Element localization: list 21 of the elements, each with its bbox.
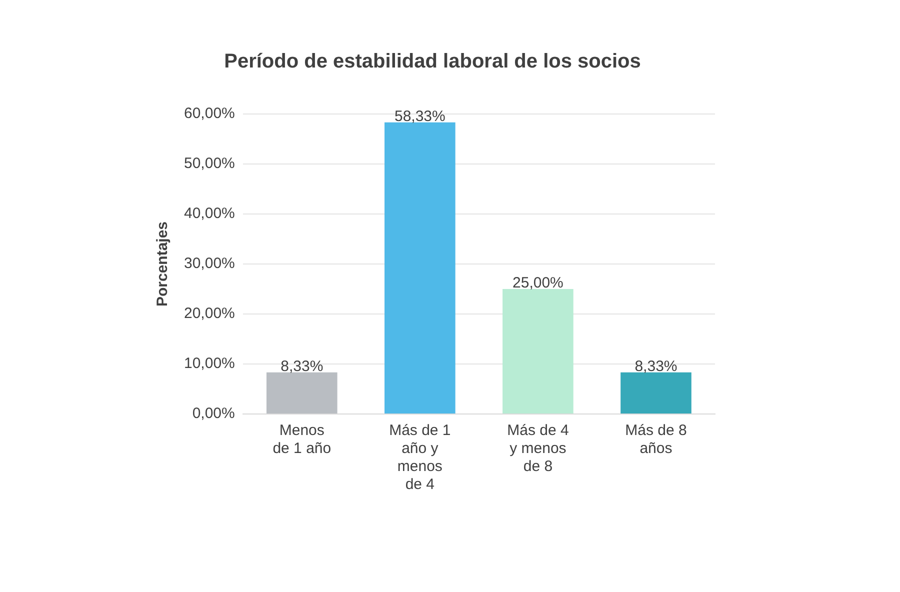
- x-tick-label: Más de 4 y menos de 8: [507, 422, 569, 476]
- y-tick-label: 50,00%: [184, 155, 235, 172]
- data-label: 25,00%: [512, 274, 564, 292]
- x-tick-label: Más de 1 año y menos de 4: [389, 422, 451, 494]
- y-tick-label: 0,00%: [192, 405, 235, 422]
- y-axis-title: Porcentajes: [154, 221, 172, 307]
- bar: [620, 372, 692, 414]
- y-tick-label: 10,00%: [184, 355, 235, 372]
- chart-title: Período de estabilidad laboral de los socios: [224, 50, 641, 73]
- bar: [266, 372, 338, 414]
- data-label: 8,33%: [280, 358, 324, 375]
- x-tick-label: Menos de 1 año: [272, 422, 332, 458]
- x-tick-label: Más de 8 años: [625, 422, 687, 458]
- bar: [502, 289, 574, 414]
- bar: [384, 122, 456, 414]
- y-tick-label: 60,00%: [184, 105, 235, 122]
- data-label: 8,33%: [634, 358, 678, 375]
- y-tick-label: 40,00%: [184, 205, 235, 222]
- data-label: 58,33%: [394, 108, 446, 125]
- y-tick-label: 30,00%: [184, 255, 235, 272]
- y-tick-label: 20,00%: [184, 305, 235, 322]
